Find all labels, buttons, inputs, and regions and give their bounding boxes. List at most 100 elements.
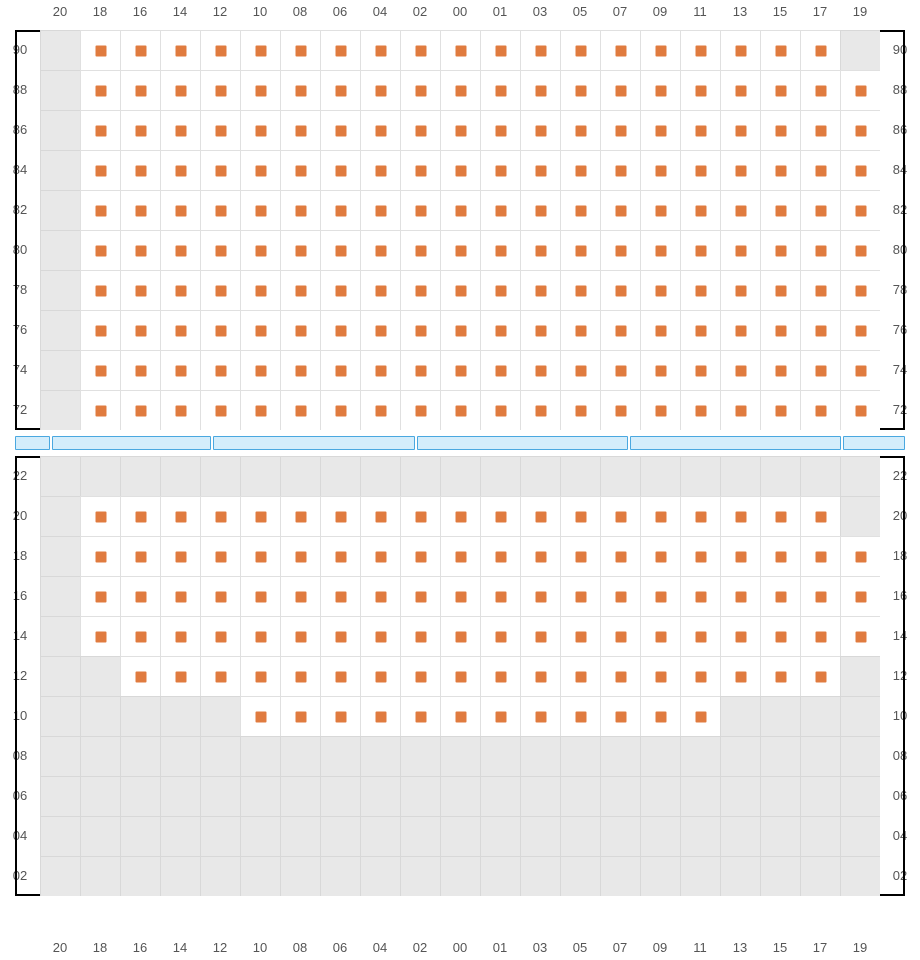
seat-cell[interactable] xyxy=(680,190,720,230)
seat-cell[interactable] xyxy=(120,110,160,150)
seat-cell[interactable] xyxy=(200,496,240,536)
seat-cell[interactable] xyxy=(360,270,400,310)
seat-cell[interactable] xyxy=(800,496,840,536)
seat-cell[interactable] xyxy=(680,310,720,350)
seat-cell[interactable] xyxy=(200,350,240,390)
seat-cell[interactable] xyxy=(640,350,680,390)
seat-cell[interactable] xyxy=(200,230,240,270)
seat-cell[interactable] xyxy=(560,270,600,310)
seat-cell[interactable] xyxy=(760,70,800,110)
seat-cell[interactable] xyxy=(600,536,640,576)
seat-cell[interactable] xyxy=(240,496,280,536)
seat-cell[interactable] xyxy=(560,496,600,536)
seat-cell[interactable] xyxy=(240,230,280,270)
seat-cell[interactable] xyxy=(200,390,240,430)
seat-cell[interactable] xyxy=(680,150,720,190)
seat-cell[interactable] xyxy=(200,110,240,150)
seat-cell[interactable] xyxy=(240,656,280,696)
seat-cell[interactable] xyxy=(120,536,160,576)
seat-cell[interactable] xyxy=(600,70,640,110)
seat-cell[interactable] xyxy=(80,270,120,310)
seat-cell[interactable] xyxy=(760,150,800,190)
seat-cell[interactable] xyxy=(840,576,880,616)
seat-cell[interactable] xyxy=(600,656,640,696)
seat-cell[interactable] xyxy=(240,110,280,150)
seat-cell[interactable] xyxy=(520,310,560,350)
seat-cell[interactable] xyxy=(800,576,840,616)
seat-cell[interactable] xyxy=(680,536,720,576)
seat-cell[interactable] xyxy=(720,390,760,430)
seat-cell[interactable] xyxy=(840,270,880,310)
seat-cell[interactable] xyxy=(240,70,280,110)
seat-cell[interactable] xyxy=(560,310,600,350)
seat-cell[interactable] xyxy=(120,30,160,70)
seat-cell[interactable] xyxy=(360,656,400,696)
seat-cell[interactable] xyxy=(440,350,480,390)
seat-cell[interactable] xyxy=(120,310,160,350)
seat-cell[interactable] xyxy=(680,616,720,656)
seat-cell[interactable] xyxy=(760,616,800,656)
seat-cell[interactable] xyxy=(480,230,520,270)
seat-cell[interactable] xyxy=(720,110,760,150)
seat-cell[interactable] xyxy=(160,536,200,576)
seat-cell[interactable] xyxy=(480,30,520,70)
seat-cell[interactable] xyxy=(280,30,320,70)
seat-cell[interactable] xyxy=(480,350,520,390)
seat-cell[interactable] xyxy=(240,576,280,616)
seat-cell[interactable] xyxy=(720,350,760,390)
seat-cell[interactable] xyxy=(680,230,720,270)
seat-cell[interactable] xyxy=(200,270,240,310)
seat-cell[interactable] xyxy=(840,230,880,270)
seat-cell[interactable] xyxy=(600,496,640,536)
seat-cell[interactable] xyxy=(480,536,520,576)
seat-cell[interactable] xyxy=(200,576,240,616)
seat-cell[interactable] xyxy=(600,390,640,430)
seat-cell[interactable] xyxy=(160,110,200,150)
seat-cell[interactable] xyxy=(80,390,120,430)
seat-cell[interactable] xyxy=(440,576,480,616)
seat-cell[interactable] xyxy=(600,616,640,656)
seat-cell[interactable] xyxy=(480,150,520,190)
seat-cell[interactable] xyxy=(360,390,400,430)
seat-cell[interactable] xyxy=(120,270,160,310)
seat-cell[interactable] xyxy=(160,576,200,616)
seat-cell[interactable] xyxy=(280,190,320,230)
seat-cell[interactable] xyxy=(520,190,560,230)
seat-cell[interactable] xyxy=(720,70,760,110)
seat-cell[interactable] xyxy=(680,390,720,430)
seat-cell[interactable] xyxy=(200,616,240,656)
seat-cell[interactable] xyxy=(320,190,360,230)
seat-cell[interactable] xyxy=(560,576,600,616)
seat-cell[interactable] xyxy=(320,576,360,616)
seat-cell[interactable] xyxy=(200,150,240,190)
seat-cell[interactable] xyxy=(400,310,440,350)
seat-cell[interactable] xyxy=(600,696,640,736)
seat-cell[interactable] xyxy=(320,696,360,736)
seat-cell[interactable] xyxy=(360,190,400,230)
seat-cell[interactable] xyxy=(360,576,400,616)
seat-cell[interactable] xyxy=(520,230,560,270)
seat-cell[interactable] xyxy=(400,70,440,110)
seat-cell[interactable] xyxy=(680,30,720,70)
seat-cell[interactable] xyxy=(760,536,800,576)
seat-cell[interactable] xyxy=(600,310,640,350)
seat-cell[interactable] xyxy=(640,150,680,190)
seat-cell[interactable] xyxy=(680,696,720,736)
seat-cell[interactable] xyxy=(600,190,640,230)
seat-cell[interactable] xyxy=(120,656,160,696)
seat-cell[interactable] xyxy=(160,30,200,70)
seat-cell[interactable] xyxy=(320,310,360,350)
seat-cell[interactable] xyxy=(640,270,680,310)
seat-cell[interactable] xyxy=(440,270,480,310)
seat-cell[interactable] xyxy=(200,30,240,70)
seat-cell[interactable] xyxy=(360,70,400,110)
seat-cell[interactable] xyxy=(720,30,760,70)
seat-cell[interactable] xyxy=(120,190,160,230)
seat-cell[interactable] xyxy=(80,150,120,190)
seat-cell[interactable] xyxy=(800,70,840,110)
seat-cell[interactable] xyxy=(200,70,240,110)
seat-cell[interactable] xyxy=(320,656,360,696)
seat-cell[interactable] xyxy=(520,536,560,576)
seat-cell[interactable] xyxy=(280,496,320,536)
seat-cell[interactable] xyxy=(240,30,280,70)
